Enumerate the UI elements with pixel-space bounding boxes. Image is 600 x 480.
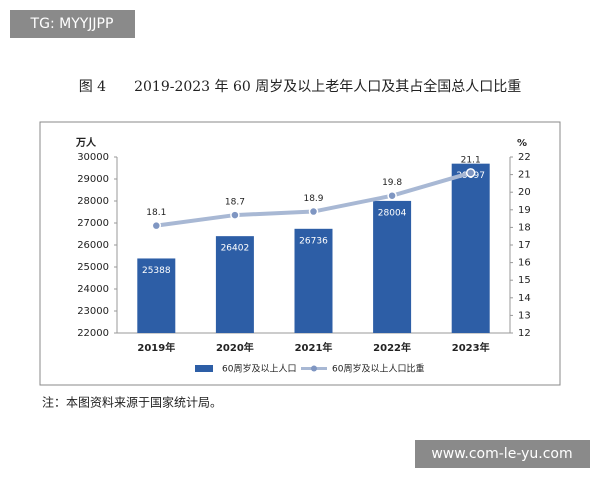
y2-tick-label: 13 (518, 310, 531, 321)
y-tick-label: 25000 (77, 262, 109, 273)
line-value-label: 18.9 (303, 194, 323, 204)
x-tick-label: 2019年 (137, 341, 175, 354)
x-tick-label: 2020年 (216, 341, 254, 354)
legend-label: 60周岁及以上人口比重 (332, 363, 424, 375)
line-point (151, 220, 162, 231)
bar (373, 200, 412, 333)
x-tick-label: 2022年 (373, 341, 411, 354)
y2-tick-label: 20 (518, 187, 531, 198)
y2-tick-label: 21 (518, 170, 531, 181)
y-tick-label: 23000 (77, 306, 109, 317)
watermark: TG: MYYJJPP (30, 16, 114, 32)
line-value-label: 18.7 (225, 198, 245, 208)
line-value-label: 19.8 (382, 178, 402, 188)
y-tick-label: 27000 (77, 218, 109, 229)
y2-tick-label: 17 (518, 240, 531, 251)
y-tick-label: 28000 (77, 196, 109, 207)
legend-swatch (195, 365, 213, 372)
y-tick-label: 22000 (77, 328, 109, 339)
bar (215, 236, 254, 333)
y-tick-label: 30000 (77, 152, 109, 163)
line-point (465, 168, 476, 178)
bar (451, 163, 490, 333)
line-point (230, 210, 240, 220)
legend-swatch (311, 365, 317, 372)
y2-tick-label: 16 (518, 258, 531, 269)
watermark-box (415, 440, 590, 468)
y-tick-label: 26000 (77, 240, 109, 251)
y2-tick-label: 22 (518, 152, 531, 163)
line-value-label: 18.1 (146, 208, 166, 218)
bar-value-label: 28004 (378, 208, 407, 218)
y2-tick-label: 15 (518, 275, 531, 286)
y2-axis-label: % (517, 138, 527, 149)
chart-title: 图 4 2019-2023 年 60 周岁及以上老年人口及其占全国总人口比重 (79, 78, 522, 95)
bar-value-label: 25388 (142, 266, 171, 276)
watermark: www.com-le-yu.com (431, 446, 572, 462)
y2-tick-label: 12 (518, 328, 531, 339)
y2-tick-label: 14 (518, 293, 531, 304)
x-tick-label: 2021年 (295, 341, 333, 354)
legend-label: 60周岁及以上人口 (222, 363, 296, 375)
y-tick-label: 24000 (77, 284, 109, 295)
bar-value-label: 26402 (221, 244, 250, 254)
note: 注：本图资料来源于国家统计局。 (42, 395, 222, 410)
y-tick-label: 29000 (77, 174, 109, 185)
watermark-box (10, 10, 135, 38)
bar-value-label: 26736 (299, 236, 328, 246)
line-value-label: 21.1 (461, 155, 481, 165)
y2-tick-label: 18 (518, 222, 531, 233)
line-point (308, 206, 319, 217)
bar (137, 258, 176, 333)
y2-tick-label: 19 (518, 205, 531, 216)
x-tick-label: 2023年 (452, 341, 490, 354)
y-axis-label: 万人 (75, 136, 97, 149)
line-point (387, 190, 397, 201)
bar (294, 228, 333, 333)
